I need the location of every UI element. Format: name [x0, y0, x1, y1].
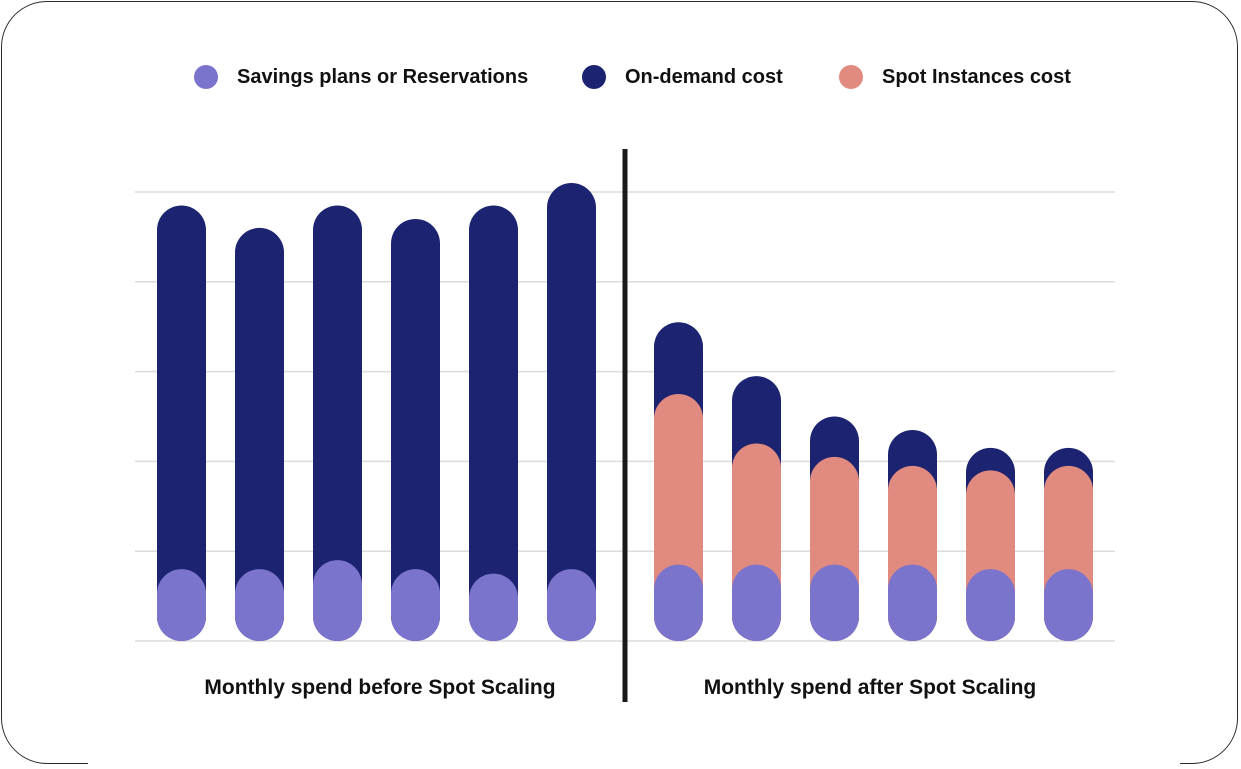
bar-segment-savings-10: [888, 564, 937, 641]
bar-segment-savings-6: [547, 569, 596, 641]
bar-segment-savings-4: [391, 569, 440, 641]
legend-swatch-savings: [194, 65, 218, 89]
bar-segment-savings-8: [732, 564, 781, 641]
bar-segment-on-demand-6: [547, 183, 596, 641]
group-label-before: Monthly spend before Spot Scaling: [204, 676, 556, 699]
legend-label-savings: Savings plans or Reservations: [237, 65, 529, 88]
bar-segment-savings-12: [1044, 569, 1093, 641]
bar-segment-savings-5: [469, 573, 518, 641]
bar-segment-savings-1: [157, 569, 206, 641]
bar-segment-savings-2: [235, 569, 284, 641]
bar-segment-on-demand-5: [469, 205, 518, 641]
legend-label-spot: Spot Instances cost: [882, 65, 1071, 88]
bar-segment-savings-7: [654, 564, 703, 641]
bar-segment-savings-11: [966, 569, 1015, 641]
legend-item-on-demand: On-demand cost: [582, 58, 783, 96]
bar-segment-on-demand-4: [391, 218, 440, 641]
legend-item-spot: Spot Instances cost: [839, 58, 1071, 96]
legend-item-savings: Savings plans or Reservations: [194, 58, 528, 96]
bar-segment-on-demand-2: [235, 227, 284, 642]
frame-gap: [88, 755, 1180, 769]
legend-label-on-demand: On-demand cost: [625, 65, 783, 88]
bar-segment-on-demand-1: [157, 205, 206, 641]
bar-segment-on-demand-3: [313, 205, 362, 641]
group-label-after: Monthly spend after Spot Scaling: [703, 676, 1037, 699]
legend-swatch-on-demand: [582, 65, 606, 89]
bar-segment-savings-9: [810, 564, 859, 641]
bar-segment-savings-3: [313, 560, 362, 641]
legend-swatch-spot: [839, 65, 863, 89]
legend: Savings plans or Reservations On-demand …: [0, 58, 1241, 98]
